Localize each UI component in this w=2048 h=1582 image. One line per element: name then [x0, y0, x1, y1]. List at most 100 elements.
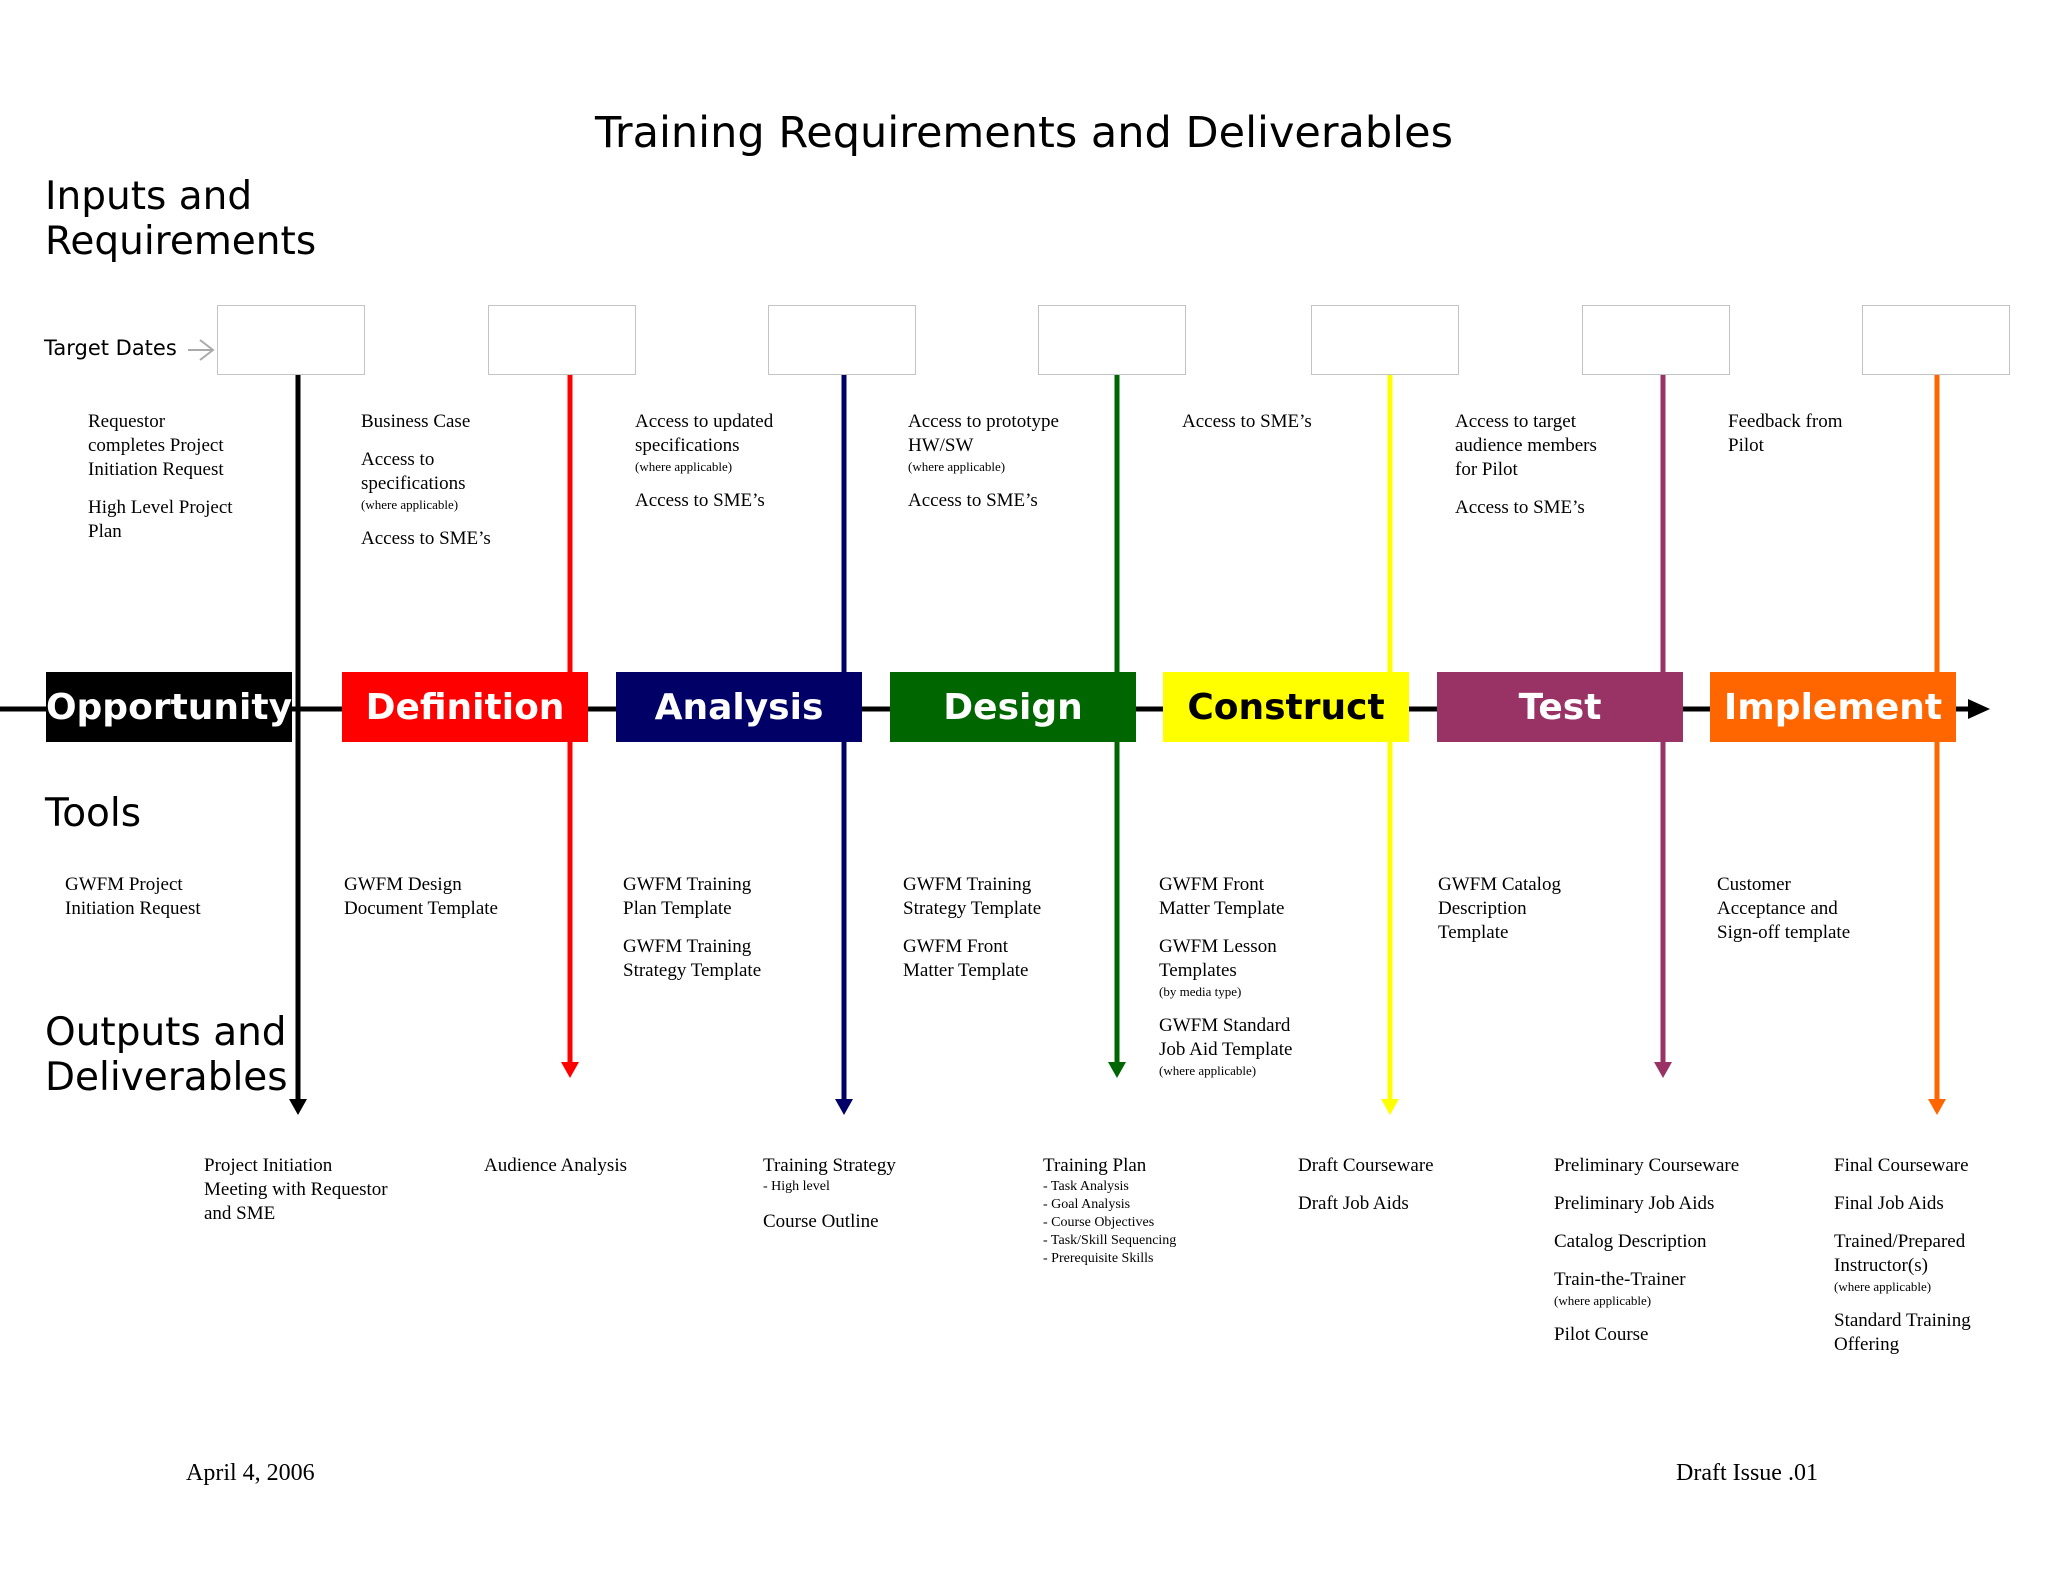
tool-item: GWFM Design Document Template: [344, 873, 594, 921]
input-item: Feedback from Pilot: [1728, 410, 1978, 458]
output-item-text: Train-the-Trainer: [1554, 1269, 1686, 1290]
input-item-note: (where applicable): [361, 497, 459, 512]
target-date-box-analysis[interactable]: [768, 305, 916, 375]
input-item: Access to target audience members for Pi…: [1455, 410, 1705, 482]
tool-block-construct: GWFM Front Matter Template GWFM Lesson Te…: [1159, 873, 1409, 1079]
page-title: Training Requirements and Deliverables: [594, 108, 1453, 158]
tool-item-text: GWFM Lesson Templates: [1159, 936, 1277, 981]
output-item-text: Trained/Prepared Instructor(s): [1834, 1231, 1966, 1276]
input-item-text: Access to specifications: [361, 449, 466, 494]
input-item: Access to SME’s: [1182, 410, 1432, 434]
output-item-text: Final Courseware: [1834, 1155, 1969, 1176]
output-block-test: Preliminary Courseware Preliminary Job Ai…: [1554, 1154, 1804, 1347]
input-block-implement: Feedback from Pilot: [1728, 410, 1978, 458]
input-item-text: Access to SME’s: [908, 490, 1038, 511]
stage-label-definition: Definition: [342, 672, 588, 742]
tool-item-text: GWFM Project Initiation Request: [65, 874, 201, 919]
input-block-construct: Access to SME’s: [1182, 410, 1432, 434]
output-block-analysis: Training Strategy - High level Course Outl…: [763, 1154, 1013, 1234]
input-item: Access to specifications (where applicabl…: [361, 448, 611, 513]
tool-item: GWFM Training Strategy Template: [623, 935, 873, 983]
target-date-box-design[interactable]: [1038, 305, 1186, 375]
output-item: Preliminary Job Aids: [1554, 1192, 1804, 1216]
input-item-text: Access to prototype HW/SW: [908, 411, 1059, 456]
target-date-box-implement[interactable]: [1862, 305, 2010, 375]
output-sub-item: - Task/Skill Sequencing: [1043, 1233, 1177, 1248]
output-block-opportunity: Project Initiation Meeting with Requesto…: [204, 1154, 454, 1226]
input-item: Access to SME’s: [361, 527, 611, 551]
output-item: Standard Training Offering: [1834, 1309, 2048, 1357]
input-item-text: Access to SME’s: [1182, 411, 1312, 432]
output-item: Project Initiation Meeting with Requesto…: [204, 1154, 454, 1226]
input-block-analysis: Access to updated specifications (where a…: [635, 410, 885, 513]
input-item: High Level Project Plan: [88, 496, 338, 544]
input-item-text: Business Case: [361, 411, 471, 432]
output-sub-item: - Prerequisite Skills: [1043, 1251, 1154, 1266]
tool-item-text: GWFM Training Strategy Template: [903, 874, 1042, 919]
tool-item-text: GWFM Catalog Description Template: [1438, 874, 1561, 943]
tool-block-test: GWFM Catalog Description Template: [1438, 873, 1688, 945]
input-item-text: High Level Project Plan: [88, 497, 233, 542]
output-sub-item: - Goal Analysis: [1043, 1197, 1131, 1212]
tool-item-text: GWFM Standard Job Aid Template: [1159, 1015, 1293, 1060]
tool-item-text: GWFM Front Matter Template: [1159, 874, 1285, 919]
input-item: Access to SME’s: [908, 489, 1158, 513]
target-date-box-definition[interactable]: [488, 305, 636, 375]
input-item: Access to prototype HW/SW (where applicab…: [908, 410, 1158, 475]
tool-block-implement: Customer Acceptance and Sign-off templat…: [1717, 873, 1967, 945]
stage-label-test: Test: [1437, 672, 1683, 742]
inputs-requirements-heading: Inputs and Requirements: [45, 174, 317, 264]
input-item: Access to updated specifications (where a…: [635, 410, 885, 475]
output-item-note: (where applicable): [1554, 1293, 1652, 1308]
input-item: Access to SME’s: [1455, 496, 1705, 520]
tool-item-text: GWFM Training Strategy Template: [623, 936, 762, 981]
implement-stage-arrowhead: [1928, 1099, 1946, 1115]
output-item-text: Project Initiation Meeting with Requesto…: [204, 1155, 388, 1224]
input-item-note: (where applicable): [635, 459, 733, 474]
input-item-text: Access to target audience members for Pi…: [1455, 411, 1597, 480]
input-item-text: Access to SME’s: [1455, 497, 1585, 518]
output-item: Final Courseware: [1834, 1154, 2048, 1178]
output-block-definition: Audience Analysis: [484, 1154, 734, 1178]
output-item: Catalog Description: [1554, 1230, 1804, 1254]
output-item: Draft Job Aids: [1298, 1192, 1548, 1216]
output-item: Train-the-Trainer (where applicable): [1554, 1268, 1804, 1309]
target-date-box-construct[interactable]: [1311, 305, 1459, 375]
output-item-text: Training Strategy: [763, 1155, 896, 1176]
analysis-stage-arrowhead: [835, 1099, 853, 1115]
tool-item: GWFM Training Strategy Template: [903, 873, 1153, 921]
input-item: Access to SME’s: [635, 489, 885, 513]
tool-item: GWFM Project Initiation Request: [65, 873, 315, 921]
tool-item-text: GWFM Training Plan Template: [623, 874, 752, 919]
input-block-opportunity: Requestor completes Project Initiation R…: [88, 410, 338, 544]
target-date-box-opportunity[interactable]: [217, 305, 365, 375]
input-block-test: Access to target audience members for Pi…: [1455, 410, 1705, 520]
tool-item: GWFM Front Matter Template: [903, 935, 1153, 983]
output-block-construct: Draft Courseware Draft Job Aids: [1298, 1154, 1548, 1216]
output-item-text: Pilot Course: [1554, 1324, 1649, 1345]
output-item: Draft Courseware: [1298, 1154, 1548, 1178]
output-item-text: Preliminary Job Aids: [1554, 1193, 1715, 1214]
design-stage-arrowhead: [1108, 1062, 1126, 1078]
tool-block-analysis: GWFM Training Plan Template GWFM Training…: [623, 873, 873, 983]
opportunity-stage-arrowhead: [289, 1099, 307, 1115]
input-item-text: Requestor completes Project Initiation R…: [88, 411, 224, 480]
input-item-text: Access to updated specifications: [635, 411, 774, 456]
output-item-text: Audience Analysis: [484, 1155, 628, 1176]
tool-item: GWFM Catalog Description Template: [1438, 873, 1688, 945]
tool-item: GWFM Lesson Templates (by media type): [1159, 935, 1409, 1000]
stage-label-design: Design: [890, 672, 1136, 742]
tool-item: GWFM Standard Job Aid Template (where app…: [1159, 1014, 1409, 1079]
tool-item: Customer Acceptance and Sign-off templat…: [1717, 873, 1967, 945]
tool-item-text: Customer Acceptance and Sign-off templat…: [1717, 874, 1851, 943]
tool-item-text: GWFM Design Document Template: [344, 874, 498, 919]
timeline-axis-arrowhead: [1968, 699, 1990, 719]
tool-block-definition: GWFM Design Document Template: [344, 873, 594, 921]
output-sub-item: - Task Analysis: [1043, 1179, 1129, 1194]
tool-item-text: GWFM Front Matter Template: [903, 936, 1029, 981]
target-dates-label: Target Dates: [44, 336, 177, 360]
outputs-deliverables-heading: Outputs and Deliverables: [45, 1010, 288, 1100]
target-date-box-test[interactable]: [1582, 305, 1730, 375]
tools-heading: Tools: [45, 791, 142, 836]
output-item: Training Plan - Task Analysis - Goal Analy…: [1043, 1154, 1293, 1268]
